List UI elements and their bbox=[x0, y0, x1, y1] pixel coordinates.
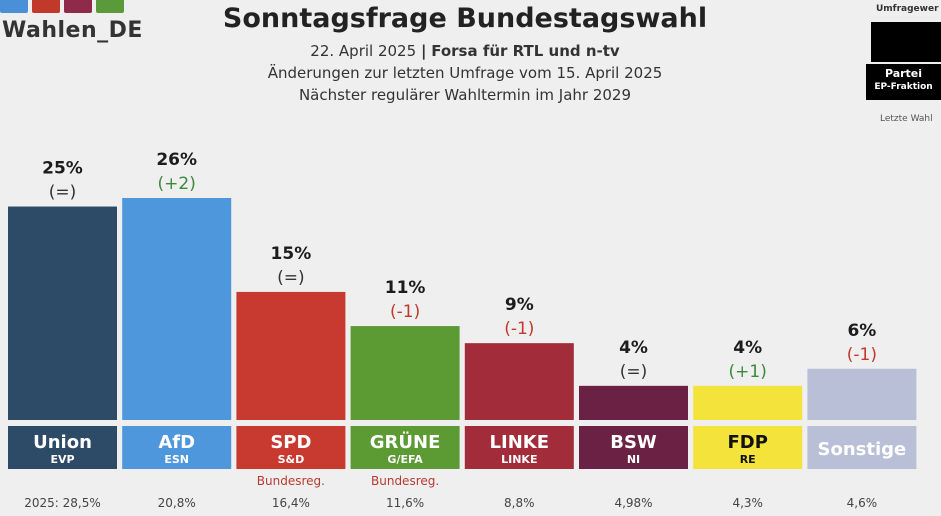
bar-fdp bbox=[693, 385, 803, 420]
bar-bsw bbox=[579, 385, 688, 420]
previous-result-fdp: 4,3% bbox=[732, 496, 763, 510]
brand-bar-2 bbox=[32, 0, 60, 13]
poll-source: Forsa für RTL und n-tv bbox=[431, 42, 620, 60]
value-label-afd: 26% bbox=[156, 150, 197, 170]
brand-bar-4 bbox=[96, 0, 124, 13]
party-name-union: Union bbox=[33, 432, 92, 453]
party-name-bsw: BSW bbox=[610, 432, 657, 453]
bar-afd bbox=[122, 198, 232, 420]
party-name-sonstige: Sonstige bbox=[818, 439, 907, 460]
change-label-fdp: (+1) bbox=[729, 362, 767, 382]
government-label-grne: Bundesreg. bbox=[371, 474, 439, 488]
previous-result-bsw: 4,98% bbox=[614, 496, 652, 510]
value-label-grne: 11% bbox=[385, 278, 426, 298]
party-name-spd: SPD bbox=[270, 432, 311, 453]
chart-title: Sonntagsfrage Bundestagswahl bbox=[222, 3, 708, 34]
legend-footer: Letzte Wahl bbox=[880, 114, 933, 124]
party-tile-linke bbox=[464, 426, 574, 469]
party-name-fdp: FDP bbox=[727, 432, 767, 453]
ep-group-bsw: NI bbox=[627, 453, 640, 466]
change-label-linke: (-1) bbox=[504, 319, 534, 339]
party-tile-union bbox=[8, 426, 117, 469]
bar-linke bbox=[464, 343, 574, 420]
ep-group-spd: S&D bbox=[278, 453, 305, 466]
party-name-afd: AfD bbox=[158, 432, 195, 453]
party-tile-spd bbox=[236, 426, 346, 469]
bar-spd bbox=[236, 291, 346, 420]
ep-group-union: EVP bbox=[50, 453, 74, 466]
ep-group-afd: ESN bbox=[164, 453, 189, 466]
previous-result-grne: 11,6% bbox=[386, 496, 424, 510]
change-label-union: (=) bbox=[49, 183, 77, 203]
change-label-grne: (-1) bbox=[390, 302, 420, 322]
value-label-sonstige: 6% bbox=[847, 321, 876, 341]
value-label-union: 25% bbox=[42, 159, 83, 179]
party-tile-grne bbox=[350, 426, 460, 469]
previous-result-sonstige: 4,6% bbox=[847, 496, 878, 510]
previous-result-afd: 20,8% bbox=[158, 496, 196, 510]
next-election-note: Nächster regulärer Wahltermin im Jahr 20… bbox=[298, 86, 632, 104]
date-source-line: 22. April 2025 | Forsa für RTL und n-tv bbox=[0, 42, 930, 60]
bar-sonstige bbox=[807, 368, 917, 420]
changes-note: Änderungen zur letzten Umfrage vom 15. A… bbox=[267, 64, 663, 82]
legend-ep-label: EP-Fraktion bbox=[874, 82, 933, 92]
change-label-bsw: (=) bbox=[620, 362, 648, 382]
legend-panel: Umfragewer Partei EP-Fraktion Letzte Wah… bbox=[866, 0, 941, 130]
change-label-sonstige: (-1) bbox=[847, 345, 877, 365]
previous-result-linke: 8,8% bbox=[504, 496, 535, 510]
brand-name: Wahlen_DE bbox=[2, 18, 143, 43]
brand-logo-bars bbox=[0, 0, 124, 14]
party-tile-afd bbox=[122, 426, 232, 469]
previous-result-union: 2025: 28,5% bbox=[24, 496, 101, 510]
separator: | bbox=[420, 42, 427, 60]
ep-group-linke: LINKE bbox=[501, 453, 537, 466]
ep-group-fdp: RE bbox=[740, 453, 756, 466]
party-name-linke: LINKE bbox=[490, 432, 549, 453]
previous-result-spd: 16,4% bbox=[272, 496, 310, 510]
legend-swatch bbox=[871, 22, 941, 62]
value-label-bsw: 4% bbox=[619, 338, 648, 358]
brand-bar-1 bbox=[0, 0, 28, 13]
government-label-spd: Bundesreg. bbox=[257, 474, 325, 488]
poll-date: 22. April 2025 bbox=[310, 42, 417, 60]
party-name-grne: GRÜNE bbox=[370, 431, 441, 453]
ep-group-grne: G/EFA bbox=[387, 453, 423, 466]
legend-party-label: Partei bbox=[884, 67, 923, 80]
value-label-fdp: 4% bbox=[733, 338, 762, 358]
legend-caption: Umfragewer bbox=[876, 4, 939, 14]
party-tile-bsw bbox=[579, 426, 688, 469]
party-tile-sonstige bbox=[807, 426, 917, 469]
value-label-spd: 15% bbox=[271, 244, 312, 264]
bar-union bbox=[8, 206, 117, 420]
change-label-spd: (=) bbox=[277, 268, 305, 288]
bar-grne bbox=[350, 326, 460, 420]
change-label-afd: (+2) bbox=[158, 174, 196, 194]
value-label-linke: 9% bbox=[505, 295, 534, 315]
brand-bar-3 bbox=[64, 0, 92, 13]
party-tile-fdp bbox=[693, 426, 803, 469]
legend-party-box: Partei EP-Fraktion bbox=[866, 64, 941, 100]
